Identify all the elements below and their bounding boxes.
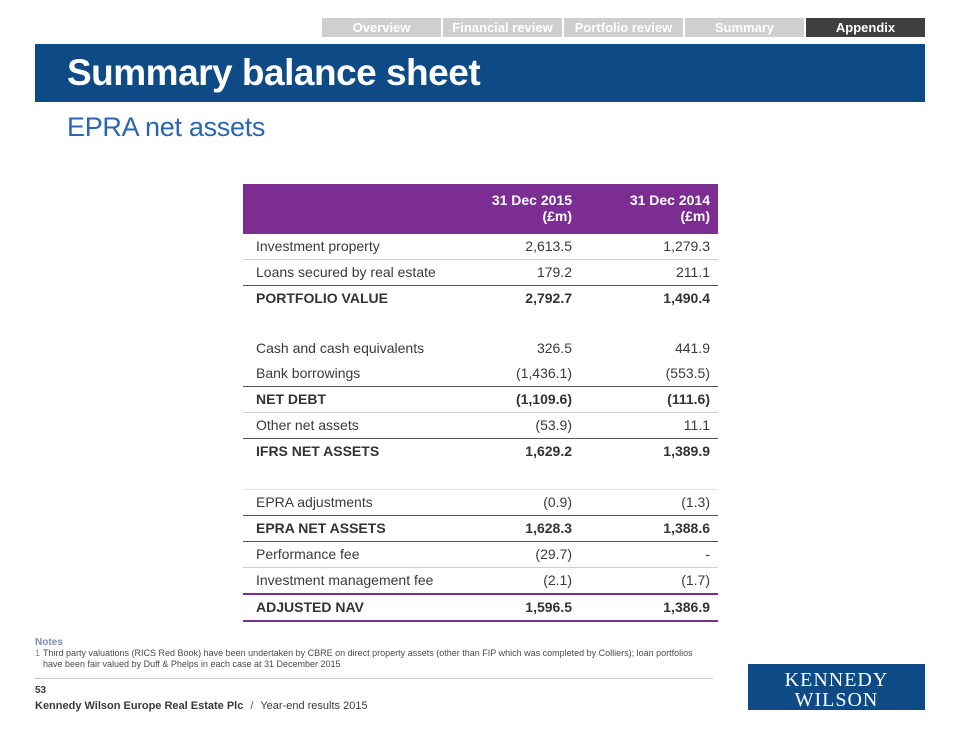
title-band: Summary balance sheet xyxy=(35,44,925,102)
row-label: NET DEBT xyxy=(256,391,326,407)
nav-tab-summary[interactable]: Summary xyxy=(685,18,804,37)
column-header-2015: 31 Dec 2015 (£m) xyxy=(491,192,572,224)
row-label: Performance fee xyxy=(256,546,360,562)
value-2015: 2,613.5 xyxy=(525,238,572,254)
row-label: Bank borrowings xyxy=(256,365,361,381)
value-2014: (553.5) xyxy=(665,365,710,381)
kennedy-wilson-logo: KENNEDY WILSON EUROPE REAL ESTATE PLC xyxy=(748,664,925,734)
section-nav: Overview Financial review Portfolio revi… xyxy=(322,18,925,37)
row-label: EPRA adjustments xyxy=(256,494,373,510)
table-row-total: IFRS NET ASSETS 1,629.2 1,389.9 xyxy=(243,439,718,464)
table-row-total: EPRA NET ASSETS 1,628.3 1,388.6 xyxy=(243,516,718,542)
column-header-2014: 31 Dec 2014 (£m) xyxy=(629,192,710,224)
table-row: Other net assets (53.9) 11.1 xyxy=(243,413,718,439)
table-row-total: ADJUSTED NAV 1,596.5 1,386.9 xyxy=(243,595,718,622)
table-header: 31 Dec 2015 (£m) 31 Dec 2014 (£m) xyxy=(243,184,718,234)
row-label: Investment property xyxy=(256,238,380,254)
balance-sheet-table: 31 Dec 2015 (£m) 31 Dec 2014 (£m) Invest… xyxy=(243,184,718,622)
value-2015: (2.1) xyxy=(543,572,572,588)
notes-heading: Notes xyxy=(35,637,63,648)
row-label: Cash and cash equivalents xyxy=(256,340,425,356)
page-number: 53 xyxy=(35,685,47,696)
footer-separator: / xyxy=(250,700,254,712)
table-spacer xyxy=(243,311,718,336)
value-2015: 1,596.5 xyxy=(525,599,572,615)
row-label: Other net assets xyxy=(256,417,359,433)
note-number: 1 xyxy=(35,648,41,658)
value-2015: (53.9) xyxy=(535,417,572,433)
value-2014: 1,490.4 xyxy=(663,290,710,306)
row-label: EPRA NET ASSETS xyxy=(256,520,386,536)
table-row: Loans secured by real estate 179.2 211.1 xyxy=(243,260,718,286)
table-spacer xyxy=(243,464,718,490)
page-subtitle: EPRA net assets xyxy=(67,112,266,142)
nav-tab-overview[interactable]: Overview xyxy=(322,18,441,37)
row-label: Loans secured by real estate xyxy=(256,264,436,280)
row-label: PORTFOLIO VALUE xyxy=(256,290,388,306)
row-label: ADJUSTED NAV xyxy=(256,599,364,615)
nav-tab-portfolio-review[interactable]: Portfolio review xyxy=(564,18,683,37)
value-2015: 179.2 xyxy=(536,264,572,280)
value-2014: (1.7) xyxy=(681,572,710,588)
nav-tab-financial-review[interactable]: Financial review xyxy=(443,18,562,37)
value-2015: (1,436.1) xyxy=(515,365,572,381)
value-2014: (1.3) xyxy=(681,494,710,510)
table-row: Bank borrowings (1,436.1) (553.5) xyxy=(243,361,718,387)
value-2014: 1,279.3 xyxy=(663,238,710,254)
value-2015: 326.5 xyxy=(536,340,572,356)
footer-document: Year-end results 2015 xyxy=(260,700,368,712)
footer-company: Kennedy Wilson Europe Real Estate Plc xyxy=(35,700,244,712)
logo-wordmark: KENNEDY WILSON xyxy=(784,669,889,711)
value-2014: 1,386.9 xyxy=(663,599,710,615)
value-2014: 441.9 xyxy=(674,340,710,356)
row-label: Investment management fee xyxy=(256,572,434,588)
row-label: IFRS NET ASSETS xyxy=(256,443,380,459)
value-2014: 1,388.6 xyxy=(663,520,710,536)
value-2015: (29.7) xyxy=(535,546,572,562)
note-text: Third party valuations (RICS Red Book) h… xyxy=(43,648,693,669)
table-row: Performance fee (29.7) - xyxy=(243,542,718,568)
logo-subline: EUROPE REAL ESTATE PLC xyxy=(754,714,919,734)
table-row: Investment property 2,613.5 1,279.3 xyxy=(243,234,718,260)
table-row-total: NET DEBT (1,109.6) (111.6) xyxy=(243,387,718,413)
value-2015: (1,109.6) xyxy=(515,391,572,407)
notes-section: Notes 1 Third party valuations (RICS Red… xyxy=(35,637,705,670)
value-2015: 1,628.3 xyxy=(525,520,572,536)
table-row: Investment management fee (2.1) (1.7) xyxy=(243,568,718,595)
footer: Kennedy Wilson Europe Real Estate Plc / … xyxy=(35,700,368,712)
table-row: Cash and cash equivalents 326.5 441.9 xyxy=(243,336,718,361)
value-2014: - xyxy=(705,546,710,562)
value-2015: 2,792.7 xyxy=(525,290,572,306)
value-2014: 11.1 xyxy=(683,417,710,433)
table-row: EPRA adjustments (0.9) (1.3) xyxy=(243,490,718,516)
value-2015: (0.9) xyxy=(543,494,572,510)
value-2014: 211.1 xyxy=(676,264,710,280)
page-title: Summary balance sheet xyxy=(67,52,481,93)
value-2014: (111.6) xyxy=(667,391,710,407)
table-row-total: PORTFOLIO VALUE 2,792.7 1,490.4 xyxy=(243,286,718,311)
value-2014: 1,389.9 xyxy=(663,443,710,459)
note-item: 1 Third party valuations (RICS Red Book)… xyxy=(35,648,705,670)
nav-tab-appendix[interactable]: Appendix xyxy=(806,18,925,37)
value-2015: 1,629.2 xyxy=(525,443,572,459)
footer-divider xyxy=(35,678,713,679)
